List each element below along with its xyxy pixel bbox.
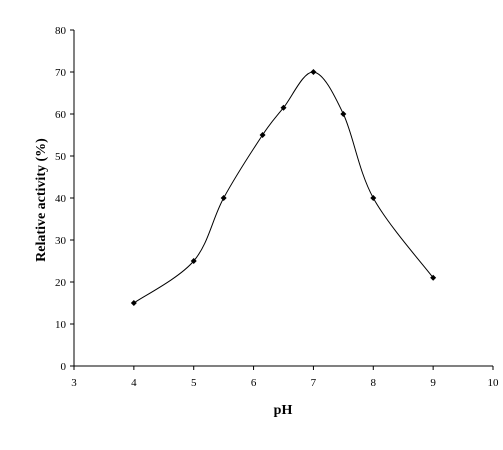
x-axis-title: pH — [274, 403, 293, 418]
data-point — [280, 104, 287, 111]
data-point — [190, 258, 197, 264]
y-tick-label: 70 — [55, 67, 67, 79]
data-point — [340, 111, 347, 117]
data-point — [310, 69, 317, 75]
data-point — [130, 300, 137, 306]
x-tick-label: 10 — [488, 377, 500, 389]
data-point — [259, 132, 266, 138]
y-tick-label: 60 — [55, 109, 67, 121]
y-tick-label: 40 — [55, 193, 67, 205]
y-tick-label: 30 — [55, 235, 67, 247]
x-tick-label: 3 — [71, 377, 77, 389]
data-point — [370, 195, 377, 201]
data-point — [430, 274, 437, 281]
y-axis-title: Relative activity (%) — [34, 138, 49, 262]
x-tick-label: 4 — [131, 377, 137, 389]
data-points — [130, 69, 437, 306]
x-tick-label: 9 — [430, 377, 436, 389]
y-tick-label: 20 — [55, 277, 67, 289]
x-tick-label: 6 — [251, 377, 257, 389]
y-axis-ticks: 0 10 20 30 40 50 60 70 80 — [55, 25, 74, 373]
data-point — [220, 195, 227, 201]
y-tick-label: 10 — [55, 319, 67, 331]
x-tick-label: 8 — [371, 377, 377, 389]
x-axis-ticks: 3 4 5 6 7 8 9 10 — [71, 366, 499, 389]
y-tick-label: 50 — [55, 151, 67, 163]
y-tick-label: 80 — [55, 25, 67, 37]
y-tick-label: 0 — [61, 361, 67, 373]
x-tick-label: 7 — [311, 377, 317, 389]
x-tick-label: 5 — [191, 377, 197, 389]
